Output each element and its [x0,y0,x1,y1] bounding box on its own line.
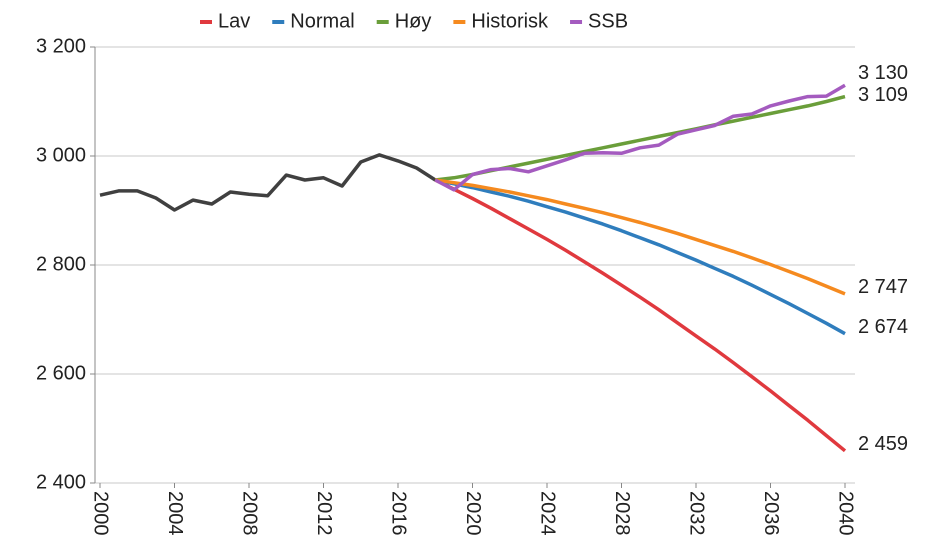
x-tick-label: 2016 [388,491,410,536]
x-tick-label: 2004 [164,491,186,536]
x-tick-label: 2040 [835,491,857,536]
y-tick-label: 2 600 [36,362,86,384]
series-line [434,178,847,453]
x-tick-label: 2028 [611,491,633,536]
end-label: 2 459 [858,433,908,455]
y-tick-label: 3 000 [36,144,86,166]
end-label: 2 747 [858,276,908,298]
x-tick-label: 2012 [313,491,335,536]
end-label: 3 109 [858,84,908,106]
legend-label: Historisk [471,10,549,32]
x-tick-label: 2000 [90,491,112,536]
y-tick-label: 2 400 [36,471,86,493]
end-label: 3 130 [858,62,908,84]
x-tick-label: 2020 [462,491,484,536]
x-tick-label: 2024 [537,491,559,536]
series-line [434,178,846,336]
series-line [435,178,846,296]
series-line [434,83,846,192]
x-tick-label: 2036 [760,491,782,536]
end-label: 2 674 [858,316,908,338]
y-tick-label: 3 200 [36,35,86,57]
legend-label: Lav [218,10,250,32]
legend-label: Høy [395,10,432,32]
x-tick-label: 2008 [239,491,261,536]
y-tick-label: 2 800 [36,253,86,275]
legend-label: Normal [290,10,354,32]
legend-label: SSB [588,10,628,32]
x-tick-label: 2032 [686,491,708,536]
series-line [99,153,437,212]
series-line [435,94,846,182]
